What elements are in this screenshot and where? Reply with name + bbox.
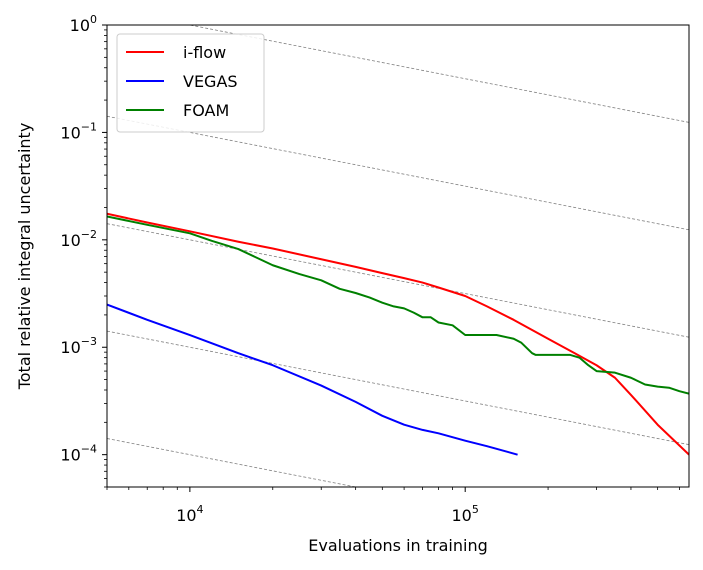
series-line-foam <box>107 215 689 395</box>
x-tick-label: 104 <box>176 503 203 525</box>
reference-line-2 <box>107 115 689 231</box>
reference-line-4 <box>107 330 689 446</box>
major-ticks <box>102 24 466 492</box>
legend: i-flow VEGAS FOAM <box>116 33 265 133</box>
y-tick-label: 10−1 <box>60 120 97 142</box>
series-lines <box>107 212 689 456</box>
legend-box <box>116 33 265 133</box>
legend-label-i-flow: i-flow <box>183 43 226 62</box>
series-line-vegas <box>107 303 518 456</box>
y-tick-label: 100 <box>70 13 97 35</box>
x-tick-label: 105 <box>452 503 479 525</box>
y-tick-label: 10−3 <box>60 335 97 357</box>
tick-labels: 104 105 100 10−1 10−2 10−3 10−4 <box>60 13 478 525</box>
reference-line-1 <box>187 25 689 123</box>
series-line-i-flow <box>107 212 689 456</box>
y-tick-label: 10−2 <box>60 228 97 250</box>
x-axis-label: Evaluations in training <box>308 536 488 555</box>
legend-label-vegas: VEGAS <box>183 72 238 91</box>
legend-label-foam: FOAM <box>183 101 229 120</box>
reference-lines <box>107 25 689 487</box>
y-tick-label: 10−4 <box>60 443 97 465</box>
y-axis-label: Total relative integral uncertainty <box>15 123 34 391</box>
plot-frame <box>106 24 690 488</box>
reference-line-3 <box>107 223 689 338</box>
